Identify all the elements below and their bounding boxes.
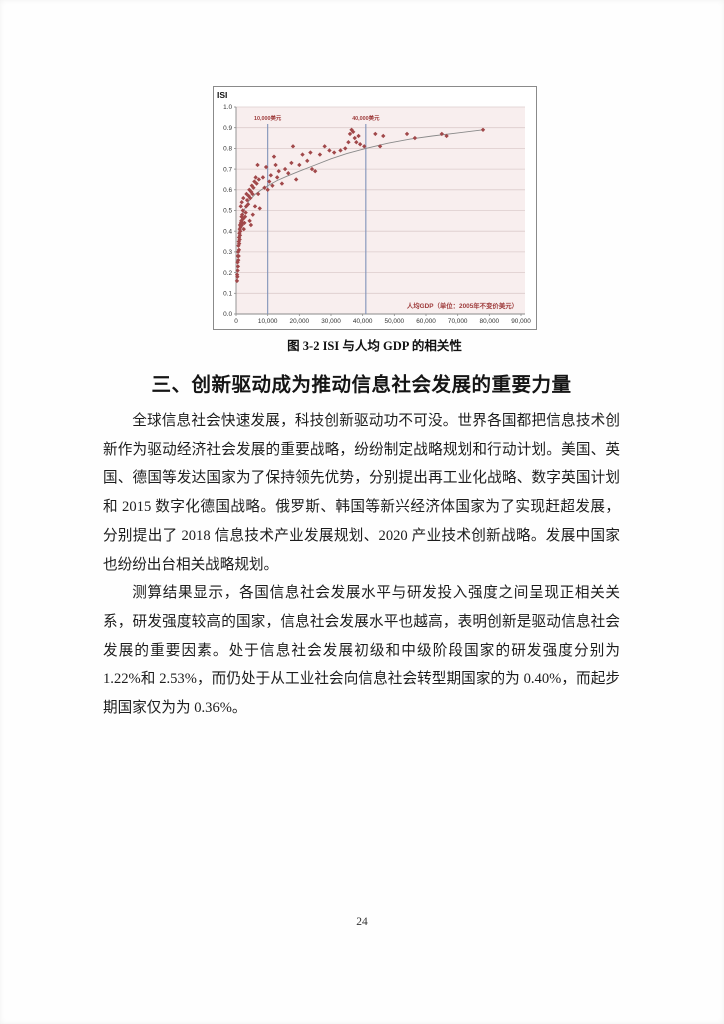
svg-text:0.1: 0.1 [223, 291, 232, 298]
svg-text:0.0: 0.0 [223, 311, 232, 318]
svg-text:20,000: 20,000 [289, 318, 309, 325]
svg-text:10,000: 10,000 [257, 318, 277, 325]
figure-3-2: 0.0 0.1 0.2 0.3 0.4 0.5 0.6 0.7 0.8 0.9 1.0 0 10,000… [212, 86, 537, 354]
isi-gdp-scatter-chart: 0.0 0.1 0.2 0.3 0.4 0.5 0.6 0.7 0.8 0.9 1.0 0 10,000… [212, 86, 537, 330]
svg-text:90,000: 90,000 [511, 318, 531, 325]
svg-text:40,000美元: 40,000美元 [352, 114, 380, 122]
body-text: 全球信息社会快速发展，科技创新驱动功不可没。世界各国都把信息技术创新作为驱动经济… [103, 407, 620, 723]
paragraph-innovation-strategies: 全球信息社会快速发展，科技创新驱动功不可没。世界各国都把信息技术创新作为驱动经济… [103, 413, 620, 573]
page-content: 0.0 0.1 0.2 0.3 0.4 0.5 0.6 0.7 0.8 0.9 1.0 0 10,000… [103, 86, 620, 723]
paragraph-rd-intensity: 测算结果显示，各国信息社会发展水平与研发投入强度之间呈现正相关关系，研发强度较高… [103, 585, 620, 717]
svg-text:0.8: 0.8 [223, 146, 232, 153]
svg-text:0.2: 0.2 [223, 270, 232, 277]
svg-text:0.3: 0.3 [223, 249, 232, 256]
svg-text:人均GDP（单位：2005年不变价美元）: 人均GDP（单位：2005年不变价美元） [406, 301, 517, 310]
svg-text:0.4: 0.4 [223, 228, 232, 235]
svg-text:0.6: 0.6 [223, 187, 232, 194]
svg-text:40,000: 40,000 [352, 318, 372, 325]
svg-text:50,000: 50,000 [384, 318, 404, 325]
svg-text:70,000: 70,000 [447, 318, 467, 325]
svg-text:0.9: 0.9 [223, 125, 232, 132]
figure-caption: 图 3-2 ISI 与人均 GDP 的相关性 [287, 339, 462, 353]
svg-text:60,000: 60,000 [416, 318, 436, 325]
section-heading: 三、创新驱动成为推动信息社会发展的重要力量 [151, 374, 572, 396]
svg-text:0: 0 [234, 318, 238, 325]
svg-text:10,000美元: 10,000美元 [254, 114, 282, 122]
svg-text:80,000: 80,000 [479, 318, 499, 325]
svg-text:30,000: 30,000 [321, 318, 341, 325]
page-number: 24 [356, 916, 368, 928]
svg-text:1.0: 1.0 [223, 104, 232, 111]
svg-text:0.5: 0.5 [223, 208, 232, 215]
svg-text:ISI: ISI [217, 90, 227, 100]
scatter-plot-svg: 0.0 0.1 0.2 0.3 0.4 0.5 0.6 0.7 0.8 0.9 1.0 0 10,000… [217, 90, 531, 325]
svg-text:0.7: 0.7 [223, 166, 232, 173]
